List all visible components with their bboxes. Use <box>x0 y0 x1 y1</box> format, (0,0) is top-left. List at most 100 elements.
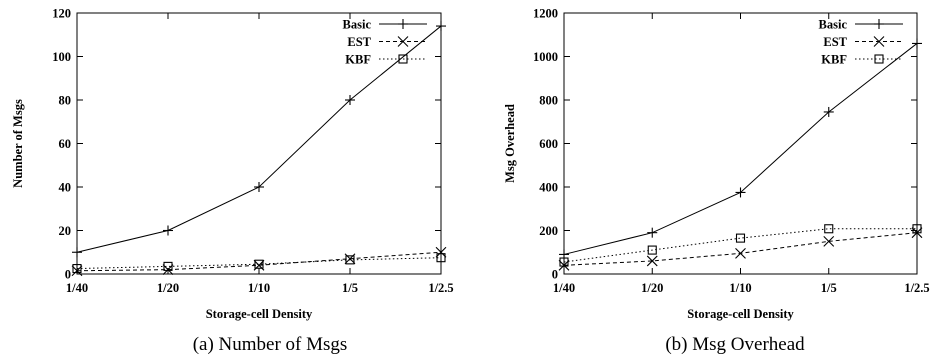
data-point-est <box>71 265 83 277</box>
x-tick-label: 1/20 <box>157 281 179 295</box>
data-point-est-d2 <box>558 259 570 271</box>
y-tick-label: 200 <box>539 224 558 238</box>
y-tick-label: 0 <box>65 268 71 282</box>
data-point-est-d2 <box>71 265 83 277</box>
legend-marker-est-d2 <box>397 36 409 47</box>
chart-b: 0 200 400 600 800 1000 1200 1/40 1/20 1/10 1/5 1/2.… <box>503 7 930 356</box>
x-axis-label: Storage-cell Density <box>206 307 313 321</box>
data-point-kbf-box <box>647 245 657 255</box>
series-line-kbf <box>76 257 442 270</box>
data-point-kbf-box <box>254 259 264 269</box>
figure-caption: (a) Number of Msgs <box>193 334 348 355</box>
series-line-basic <box>563 43 918 255</box>
data-point-est <box>735 247 746 259</box>
data-point-kbf-box <box>824 224 834 234</box>
data-point-kbf <box>559 257 569 267</box>
legend: Basic EST KBF <box>819 18 903 67</box>
series-line-basic <box>76 25 442 253</box>
legend-label-basic: Basic <box>343 18 372 32</box>
legend-marker-basic <box>874 19 884 29</box>
data-point-kbf-box <box>559 257 569 267</box>
data-point-kbf-box <box>912 224 922 234</box>
data-point-basic <box>254 182 264 192</box>
data-point-kbf <box>824 224 834 234</box>
data-point-kbf-box <box>163 261 173 271</box>
legend-marker-kbf <box>398 54 408 64</box>
x-tick-label: 1/40 <box>66 281 88 295</box>
y-tick-label: 600 <box>539 137 558 151</box>
data-point-est <box>823 235 835 247</box>
y-tick-label: 20 <box>59 224 72 238</box>
legend-label-basic: Basic <box>819 18 848 32</box>
plot-frame <box>76 12 442 275</box>
legend-marker-kbf-box <box>398 54 408 64</box>
data-point-kbf <box>163 261 173 271</box>
data-point-kbf <box>254 259 264 269</box>
legend: Basic EST KBF <box>343 18 427 67</box>
series-basic <box>559 38 922 260</box>
x-tick-label: 1/5 <box>821 281 837 295</box>
data-point-est-d2 <box>435 246 447 258</box>
x-axis-label: Storage-cell Density <box>687 307 794 321</box>
data-point-kbf-box <box>72 264 82 274</box>
legend-label-est: EST <box>823 35 847 49</box>
legend-label-est: EST <box>347 35 371 49</box>
data-point-kbf-box <box>735 233 746 243</box>
legend-label-kbf: KBF <box>345 53 371 67</box>
data-point-est-d2 <box>823 235 835 247</box>
data-point-basic <box>72 247 82 258</box>
y-tick-label: 120 <box>52 7 71 21</box>
legend-marker-est <box>873 36 885 47</box>
legend-marker-est <box>397 36 409 47</box>
series-line-est <box>563 232 918 266</box>
legend-label-kbf: KBF <box>821 53 847 67</box>
series-kbf <box>72 253 446 274</box>
y-axis-label: Number of Msgs <box>11 99 25 188</box>
legend-marker-kbf-box <box>874 54 884 64</box>
data-point-est <box>558 259 570 271</box>
data-point-basic <box>823 106 834 117</box>
data-point-est-d2 <box>735 247 746 259</box>
x-tick-label: 1/2.5 <box>428 281 453 295</box>
data-point-basic <box>647 227 658 238</box>
x-tick-label: 1/20 <box>641 281 663 295</box>
y-tick-label: 1200 <box>533 7 558 21</box>
y-tick-label: 0 <box>552 268 558 282</box>
data-point-kbf <box>436 253 446 263</box>
data-point-basic <box>735 187 746 198</box>
x-tick-label: 1/40 <box>553 281 575 295</box>
y-tick-label: 1000 <box>533 50 558 64</box>
data-point-kbf <box>72 264 82 274</box>
y-tick-label: 400 <box>539 181 558 195</box>
data-point-est-d2 <box>646 255 658 267</box>
figure-caption: (b) Msg Overhead <box>665 334 805 355</box>
x-tick-label: 1/2.5 <box>904 281 929 295</box>
data-point-basic <box>163 225 173 236</box>
data-point-kbf-box <box>436 253 446 263</box>
data-point-kbf <box>647 245 657 255</box>
data-point-est <box>162 264 174 276</box>
data-point-est-d2 <box>162 264 174 276</box>
y-tick-label: 80 <box>59 94 72 108</box>
data-point-kbf-box <box>345 255 355 265</box>
data-point-basic <box>436 21 446 32</box>
data-point-est <box>646 255 658 267</box>
data-point-basic <box>912 38 922 49</box>
data-point-basic <box>345 95 355 105</box>
x-tick-label: 1/10 <box>729 281 751 295</box>
chart-a: 0 20 40 60 80 100 120 1/40 1/20 1/10 1/5 1/2.5 Stora… <box>11 7 454 356</box>
data-point-kbf <box>345 255 355 265</box>
y-tick-label: 60 <box>59 137 72 151</box>
y-tick-label: 100 <box>52 50 71 64</box>
series-line-kbf <box>563 228 917 263</box>
data-point-est <box>435 246 447 258</box>
legend-marker-est-d2 <box>873 36 885 47</box>
series-basic <box>72 21 446 258</box>
data-point-kbf <box>735 233 746 243</box>
data-point-kbf <box>912 224 922 234</box>
legend-marker-basic <box>398 19 408 29</box>
y-tick-label: 40 <box>59 181 72 195</box>
legend-marker-kbf <box>874 54 884 64</box>
series-kbf <box>559 224 922 267</box>
